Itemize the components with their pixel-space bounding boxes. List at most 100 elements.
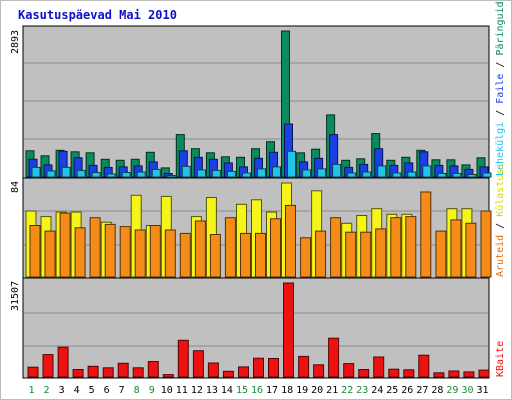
x-tick-label: 1 <box>28 385 34 396</box>
bar-kbaite-day-31 <box>478 369 490 378</box>
panel-requests <box>22 25 492 179</box>
bar-kbaite-day-12 <box>192 350 204 378</box>
bar-aruteid-day-5 <box>89 217 101 278</box>
x-tick-label: 14 <box>221 385 233 396</box>
bar-aruteid-day-8 <box>134 229 146 278</box>
x-tick-label: 7 <box>119 385 125 396</box>
bar-kbaite-day-29 <box>448 370 460 378</box>
x-tick-label: 17 <box>266 385 278 396</box>
bar-lehek-lgi-day-13 <box>211 169 221 178</box>
x-tick-label: 16 <box>251 385 263 396</box>
bar-aruteid-day-2 <box>44 230 56 278</box>
x-tick-label: 26 <box>401 385 413 396</box>
bar-kbaite-day-26 <box>403 369 415 378</box>
panel-visits-max-label: 84 <box>10 181 21 193</box>
bar-lehek-lgi-day-10 <box>166 175 176 178</box>
bar-kbaite-day-4 <box>72 369 84 378</box>
bar-lehek-lgi-day-27 <box>422 165 432 178</box>
bar-lehek-lgi-day-7 <box>121 172 131 178</box>
bar-lehek-lgi-day-3 <box>61 166 71 178</box>
x-tick-label: 27 <box>416 385 428 396</box>
legend-hits: Päringuid <box>495 1 506 55</box>
x-tick-label: 12 <box>191 385 203 396</box>
bar-kbaite-day-17 <box>268 358 279 378</box>
x-tick-label: 31 <box>476 385 488 396</box>
bar-aruteid-day-9 <box>149 225 161 278</box>
bar-aruteid-day-22 <box>345 231 357 278</box>
bar-lehek-lgi-day-15 <box>242 172 251 178</box>
legend-panel-kbytes: KBaite <box>495 341 506 377</box>
bar-aruteid-day-23 <box>360 231 372 278</box>
legend-visits: Külastusi <box>495 163 506 217</box>
bar-lehek-lgi-day-22 <box>347 172 357 178</box>
bar-kbaite-day-15 <box>238 366 249 378</box>
bar-lehek-lgi-day-26 <box>407 171 417 178</box>
bar-aruteid-day-10 <box>164 229 176 278</box>
x-tick-label: 29 <box>446 385 458 396</box>
panel-kbytes-max-label: 31507 <box>10 281 21 311</box>
bar-kbaite-day-11 <box>177 339 189 378</box>
legend-pages: Lehekülgi <box>495 122 506 176</box>
bar-aruteid-day-29 <box>450 219 462 278</box>
bar-aruteid-day-26 <box>405 216 417 278</box>
bar-aruteid-day-11 <box>179 232 191 278</box>
bar-kbaite-day-5 <box>87 365 99 378</box>
bar-lehek-lgi-day-16 <box>257 168 266 178</box>
bar-lehek-lgi-day-29 <box>452 173 462 178</box>
bar-aruteid-day-30 <box>465 222 477 278</box>
bar-lehek-lgi-day-28 <box>437 173 447 178</box>
bar-lehek-lgi-day-23 <box>362 171 372 178</box>
x-tick-label: 20 <box>311 385 323 396</box>
bar-aruteid-day-6 <box>104 223 116 278</box>
x-tick-label: 23 <box>356 385 368 396</box>
bar-lehek-lgi-day-21 <box>332 163 342 178</box>
bar-kbaite-day-21 <box>328 337 340 378</box>
bar-lehek-lgi-day-30 <box>467 174 477 178</box>
bar-aruteid-day-3 <box>59 212 71 278</box>
bar-aruteid-day-16 <box>255 232 266 278</box>
bar-kbaite-day-10 <box>162 374 174 378</box>
bar-lehek-lgi-day-11 <box>181 165 191 178</box>
bar-kbaite-day-20 <box>313 364 325 378</box>
bar-lehek-lgi-day-24 <box>377 165 387 178</box>
legend-sites: Aruteid <box>495 235 506 277</box>
x-tick-label: 2 <box>43 385 49 396</box>
bar-aruteid-day-7 <box>119 226 131 278</box>
x-tick-label: 22 <box>341 385 353 396</box>
bar-aruteid-day-28 <box>435 230 447 278</box>
bar-lehek-lgi-day-18 <box>287 150 296 178</box>
bar-kbaite-day-25 <box>388 368 400 378</box>
bar-aruteid-day-25 <box>390 217 402 278</box>
bar-lehek-lgi-day-8 <box>136 171 146 178</box>
legend-panel-visits: Aruteid / Külastusi <box>495 163 506 277</box>
legend-files: Faile <box>495 74 506 104</box>
x-tick-label: 3 <box>59 385 65 396</box>
bar-aruteid-day-1 <box>29 225 41 278</box>
bar-kbaite-day-22 <box>343 363 355 378</box>
x-tick-label: 13 <box>206 385 218 396</box>
bar-kbaite-day-9 <box>147 361 159 378</box>
x-tick-label: 15 <box>236 385 248 396</box>
bar-lehek-lgi-day-9 <box>151 168 161 178</box>
chart-title: Kasutuspäevad Mai 2010 <box>18 8 177 22</box>
bar-kbaite-day-19 <box>298 355 310 378</box>
bar-kbaite-day-7 <box>117 362 129 378</box>
bar-aruteid-day-20 <box>315 230 327 278</box>
x-tick-label: 9 <box>149 385 155 396</box>
legend-panel-requests: Lehekülgi / Faile / Päringuid <box>495 1 506 176</box>
bar-aruteid-day-31 <box>480 210 492 278</box>
bar-lehek-lgi-day-1 <box>31 166 41 178</box>
bar-aruteid-day-24 <box>375 228 387 278</box>
bar-kbaite-day-2 <box>42 354 54 378</box>
bar-aruteid-day-19 <box>300 237 312 278</box>
x-tick-label: 24 <box>371 385 383 396</box>
x-tick-label: 10 <box>161 385 173 396</box>
bar-lehek-lgi-day-20 <box>317 168 327 178</box>
bar-lehek-lgi-day-6 <box>106 173 116 178</box>
bar-kbaite-day-8 <box>132 367 144 378</box>
bar-aruteid-day-18 <box>285 204 296 278</box>
bar-lehek-lgi-day-17 <box>272 166 281 178</box>
x-tick-label: 18 <box>281 385 293 396</box>
x-tick-label: 4 <box>74 385 80 396</box>
x-tick-label: 6 <box>104 385 110 396</box>
